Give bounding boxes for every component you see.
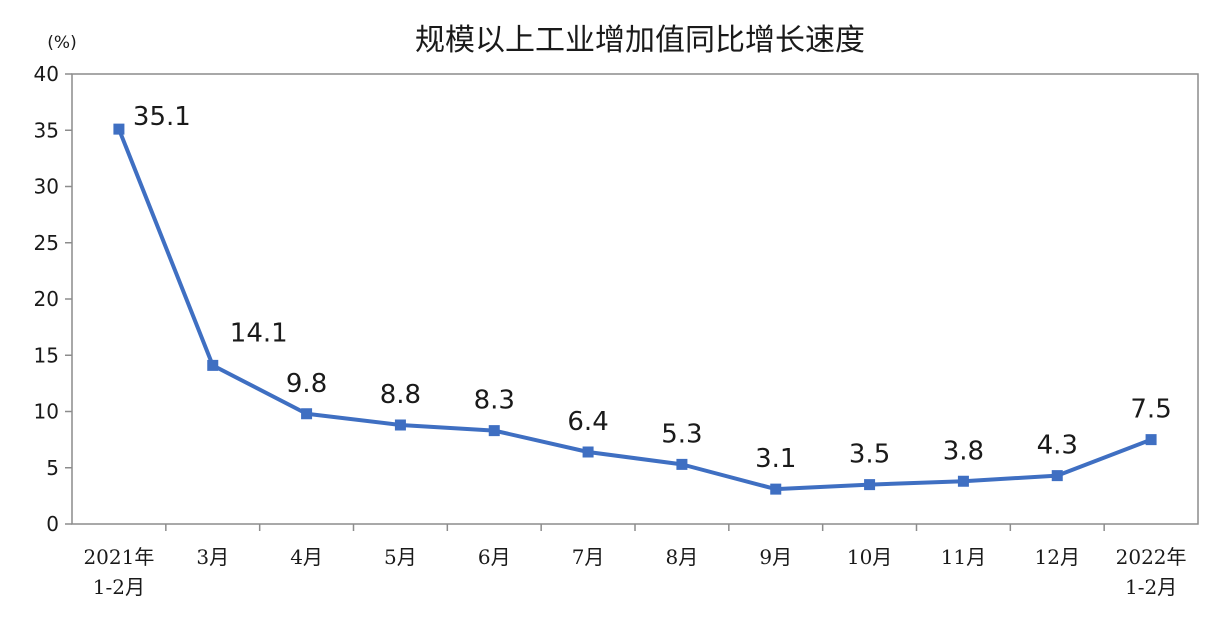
x-tick-label: 10月 xyxy=(847,545,892,569)
data-label: 6.4 xyxy=(567,407,608,437)
x-tick-label: 3月 xyxy=(196,545,229,569)
data-label: 3.1 xyxy=(755,444,796,474)
data-label: 5.3 xyxy=(661,419,702,449)
data-label: 7.5 xyxy=(1130,395,1171,425)
series-line xyxy=(116,127,1154,492)
data-point-marker xyxy=(770,483,782,495)
y-tick-label: 25 xyxy=(34,231,59,255)
data-point-marker xyxy=(301,408,313,420)
data-labels: 35.1 14.1 9.8 8.8 8.3 6.4 5.3 3.1 3.5 3.8 4.3 7.5 xyxy=(133,102,1172,474)
y-tick-label: 5 xyxy=(46,456,59,480)
data-point-marker xyxy=(488,425,500,437)
data-point-markers xyxy=(113,123,1157,495)
x-tick-label: 4月 xyxy=(290,545,323,569)
x-tick-label: 7月 xyxy=(572,545,605,569)
x-tick-label: 6月 xyxy=(478,545,511,569)
data-label: 8.8 xyxy=(380,380,421,410)
y-tick-label: 40 xyxy=(34,62,59,86)
x-tick-label: 2022年 1-2月 xyxy=(1116,545,1187,599)
data-label: 4.3 xyxy=(1037,431,1078,461)
y-tick-label: 15 xyxy=(34,343,59,367)
data-label: 3.5 xyxy=(849,440,890,470)
y-tick-label: 0 xyxy=(46,512,59,536)
data-label: 8.3 xyxy=(474,386,515,416)
y-axis: 0 5 10 15 20 25 30 35 40 xyxy=(34,62,72,536)
x-tick-label: 9月 xyxy=(759,545,792,569)
data-label: 14.1 xyxy=(230,318,288,348)
y-axis-unit-label: (%) xyxy=(47,33,76,53)
data-point-marker xyxy=(676,458,688,470)
data-point-marker xyxy=(113,123,125,135)
x-tick-label: 2021年 1-2月 xyxy=(83,545,154,599)
x-axis: 2021年 1-2月 3月 4月 5月 6月 7月 8月 9月 10月 11月 12月 2022年 1-2… xyxy=(83,524,1187,599)
x-tick-label: 8月 xyxy=(666,545,699,569)
x-tick-label: 5月 xyxy=(384,545,417,569)
data-point-marker xyxy=(864,479,876,491)
data-point-marker xyxy=(207,359,219,371)
data-point-marker xyxy=(957,475,969,487)
data-label: 35.1 xyxy=(133,102,191,132)
data-point-marker xyxy=(1051,470,1063,482)
y-tick-label: 10 xyxy=(34,400,59,424)
x-tick-label: 12月 xyxy=(1035,545,1080,569)
data-point-marker xyxy=(394,419,406,431)
data-point-marker xyxy=(582,446,594,458)
data-label: 9.8 xyxy=(286,369,327,399)
data-point-marker xyxy=(1145,434,1157,446)
y-tick-label: 20 xyxy=(34,287,59,311)
y-tick-label: 30 xyxy=(34,175,59,199)
data-label: 3.8 xyxy=(943,436,984,466)
y-tick-label: 35 xyxy=(34,118,59,142)
chart-title: 规模以上工业增加值同比增长速度 xyxy=(415,23,865,58)
x-tick-label: 11月 xyxy=(941,545,986,569)
